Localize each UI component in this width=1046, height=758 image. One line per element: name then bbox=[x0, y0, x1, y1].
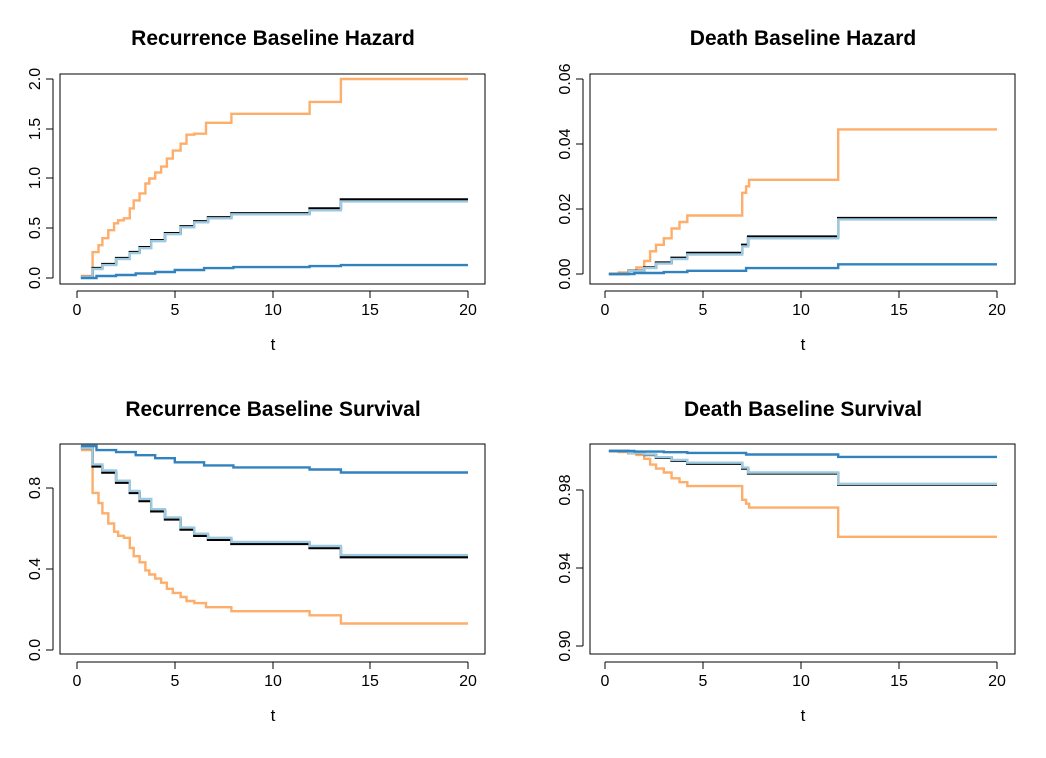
x-axis-label: t bbox=[801, 335, 806, 354]
series-line-1 bbox=[80, 448, 468, 625]
panel-death-hazard: Death Baseline Hazard 0 5 10 15 20 0.00 … bbox=[557, 27, 1016, 354]
panel-recurrence-hazard: Recurrence Baseline Hazard 0 5 10 15 20 … bbox=[27, 27, 486, 354]
x-tick-label: 20 bbox=[459, 302, 477, 319]
x-tick-label: 15 bbox=[361, 302, 379, 319]
panel-death-survival: Death Baseline Survival 0 5 10 15 20 0.9… bbox=[557, 398, 1016, 725]
x-tick-label: 15 bbox=[890, 673, 908, 690]
x-tick-label: 0 bbox=[601, 302, 610, 319]
x-tick-label: 15 bbox=[890, 302, 908, 319]
y-tick-label: 0.04 bbox=[557, 128, 574, 159]
plot-frame bbox=[589, 443, 1016, 655]
y-tick-label: 0.8 bbox=[27, 477, 44, 499]
series-line-4 bbox=[80, 263, 468, 280]
y-tick-label: 0.02 bbox=[557, 193, 574, 224]
series-line-3 bbox=[80, 446, 468, 557]
y-tick-label: 0.94 bbox=[557, 552, 574, 583]
x-tick-label: 0 bbox=[73, 673, 82, 690]
x-axis-label: t bbox=[271, 335, 276, 354]
series-line-4 bbox=[80, 444, 468, 474]
y-tick-label: 0.0 bbox=[27, 267, 44, 289]
series-line-1 bbox=[80, 77, 468, 278]
x-tick-label: 10 bbox=[264, 673, 282, 690]
y-tick-label: 1.0 bbox=[27, 167, 44, 189]
series-line-4 bbox=[608, 263, 997, 276]
y-tick-label: 0.98 bbox=[557, 474, 574, 505]
x-ticks: 0 5 10 15 20 bbox=[73, 662, 477, 690]
series-line-3 bbox=[80, 200, 468, 279]
y-tick-label: 0.00 bbox=[557, 258, 574, 289]
y-ticks: 0.90 0.94 0.98 bbox=[557, 474, 583, 662]
x-tick-label: 10 bbox=[792, 673, 810, 690]
x-ticks: 0 5 10 15 20 bbox=[601, 662, 1006, 690]
y-tick-label: 0.4 bbox=[27, 558, 44, 580]
chart-title: Recurrence Baseline Hazard bbox=[131, 27, 415, 50]
x-tick-label: 5 bbox=[699, 673, 708, 690]
x-tick-label: 15 bbox=[361, 673, 379, 690]
chart-title: Recurrence Baseline Survival bbox=[125, 398, 420, 421]
y-ticks: 0.0 0.4 0.8 bbox=[27, 477, 53, 661]
panel-recurrence-survival: Recurrence Baseline Survival 0 5 10 15 2… bbox=[27, 398, 486, 725]
x-ticks: 0 5 10 15 20 bbox=[73, 291, 477, 319]
series-group bbox=[80, 444, 468, 625]
x-tick-label: 5 bbox=[171, 673, 180, 690]
y-tick-label: 2.0 bbox=[27, 68, 44, 90]
series-group bbox=[80, 77, 468, 280]
x-tick-label: 0 bbox=[73, 302, 82, 319]
y-ticks: 0.0 0.5 1.0 1.5 2.0 bbox=[27, 68, 53, 289]
x-tick-label: 5 bbox=[171, 302, 180, 319]
series-group bbox=[608, 128, 997, 276]
x-ticks: 0 5 10 15 20 bbox=[601, 291, 1006, 319]
x-tick-label: 10 bbox=[264, 302, 282, 319]
y-tick-label: 0.90 bbox=[557, 630, 574, 661]
series-line-4 bbox=[608, 449, 997, 459]
y-ticks: 0.00 0.02 0.04 0.06 bbox=[557, 63, 583, 290]
series-group bbox=[608, 449, 997, 538]
y-tick-label: 1.5 bbox=[27, 118, 44, 140]
series-line-1 bbox=[608, 449, 997, 538]
chart-title: Death Baseline Hazard bbox=[690, 27, 916, 50]
x-tick-label: 20 bbox=[988, 302, 1006, 319]
x-axis-label: t bbox=[271, 706, 276, 725]
series-line-2 bbox=[608, 216, 997, 276]
plot-frame bbox=[59, 73, 486, 285]
chart-title: Death Baseline Survival bbox=[684, 398, 922, 421]
x-tick-label: 10 bbox=[792, 302, 810, 319]
x-tick-label: 20 bbox=[459, 673, 477, 690]
plot-frame bbox=[59, 443, 486, 655]
y-tick-label: 0.5 bbox=[27, 217, 44, 239]
y-tick-label: 0.0 bbox=[27, 639, 44, 661]
series-line-3 bbox=[608, 218, 997, 276]
series-line-1 bbox=[608, 128, 997, 276]
x-tick-label: 5 bbox=[699, 302, 708, 319]
plot-frame bbox=[589, 73, 1016, 285]
x-axis-label: t bbox=[801, 706, 806, 725]
x-tick-label: 0 bbox=[601, 673, 610, 690]
x-tick-label: 20 bbox=[988, 673, 1006, 690]
y-tick-label: 0.06 bbox=[557, 63, 574, 94]
